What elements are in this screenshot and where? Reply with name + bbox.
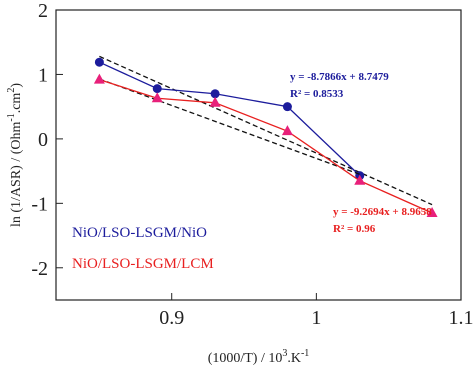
y-tick-label: 0	[38, 129, 48, 151]
data-line	[99, 78, 433, 214]
marker	[210, 89, 220, 99]
legend-entry: NiO/LSO-LSGM/LCM	[72, 256, 214, 272]
marker	[93, 73, 105, 84]
marker	[282, 102, 292, 112]
x-axis-label-part: 3	[282, 348, 287, 359]
y-axis-label-part: )	[9, 83, 24, 88]
fit-line	[99, 78, 360, 175]
y-axis-label-part: -1	[6, 113, 17, 121]
equation: y = -8.7866x + 8.7479	[290, 71, 389, 83]
x-axis-label-part: -1	[301, 348, 309, 359]
marker	[426, 207, 438, 217]
equation: R² = 0.96	[333, 223, 376, 235]
x-tick-label: 0.9	[159, 307, 184, 329]
x-axis-label: (1000/T) / 103.K-1	[208, 348, 310, 366]
marker	[151, 92, 163, 103]
equation: y = -9.2694x + 8.9658	[333, 206, 432, 218]
y-tick-label: 1	[38, 64, 48, 86]
marker	[354, 174, 366, 185]
fit-line	[99, 55, 433, 206]
y-tick-label: 2	[38, 0, 48, 22]
y-axis-label: ln (1/ASR) / (Ohm-1.cm2)	[6, 83, 24, 227]
plot-frame	[55, 9, 462, 301]
x-axis-label-part: (1000/T) / 10	[208, 351, 283, 366]
y-tick-label: -2	[31, 258, 48, 280]
y-tick-label: -1	[31, 193, 48, 215]
x-tick-label: 1	[311, 307, 321, 329]
marker	[281, 125, 293, 136]
equation: R² = 0.8533	[290, 88, 344, 100]
legend-entry: NiO/LSO-LSGM/NiO	[72, 225, 207, 241]
y-axis-label-part: 2	[6, 88, 17, 93]
y-axis-label-part: .cm	[9, 93, 24, 114]
marker	[152, 84, 162, 94]
marker	[209, 96, 221, 107]
y-axis-label-part: ln (1/ASR) / (Ohm	[9, 122, 24, 228]
marker	[94, 57, 104, 67]
x-axis-label-part: .K	[287, 351, 301, 366]
x-tick-label: 1.1	[449, 307, 474, 329]
